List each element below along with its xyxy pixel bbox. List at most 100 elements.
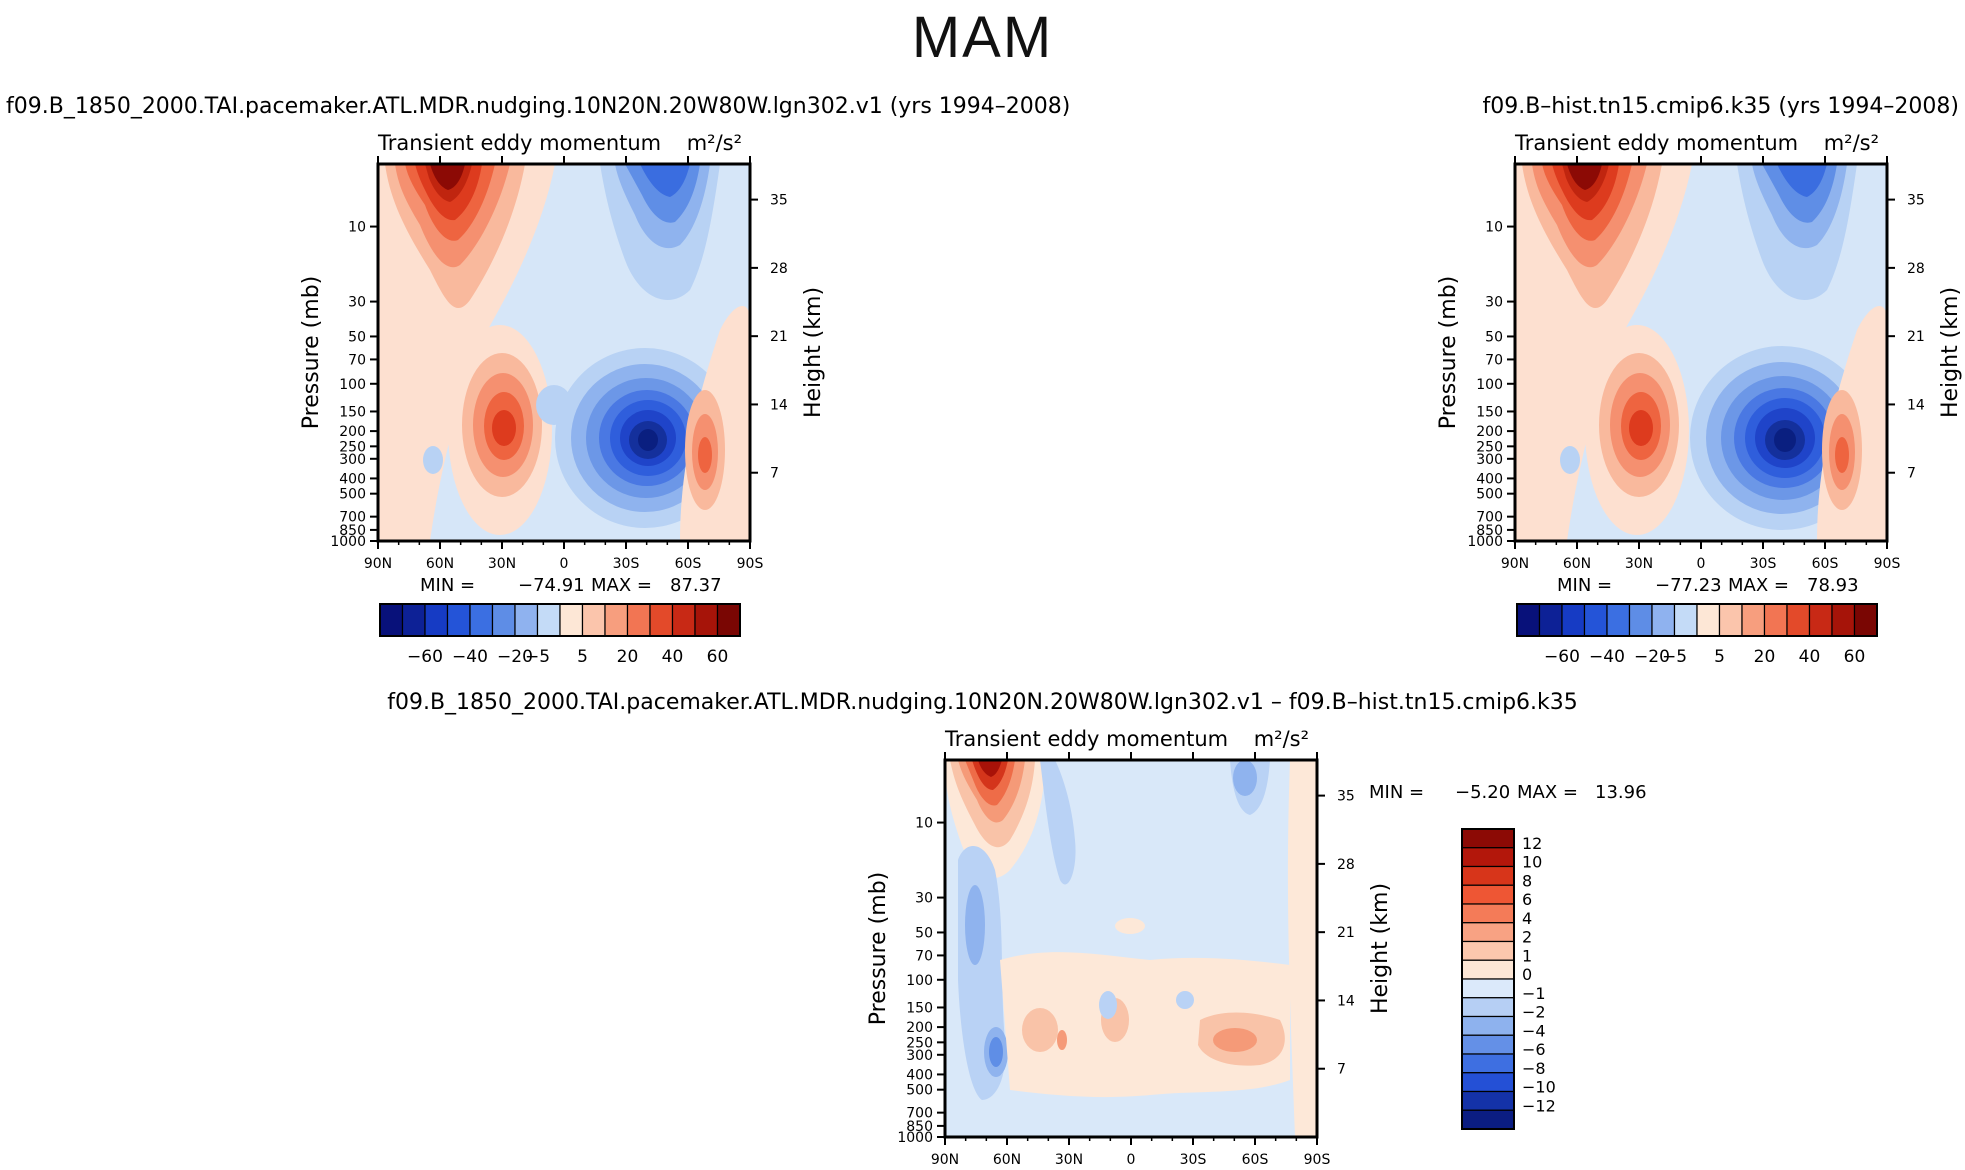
panel-diff-ptick-label: 1000 — [897, 1130, 933, 1146]
panel-a-xtick-label: 90N — [364, 556, 392, 572]
panel-diff-cbar-swatch — [1461, 1053, 1515, 1074]
panel-b-cbar-swatch — [1696, 603, 1721, 637]
panel-a-xtick-label: 60N — [426, 556, 454, 572]
panel-a-subtitle: Transient eddy momentum — [377, 131, 661, 155]
panel-a-xtick-label: 0 — [560, 556, 569, 572]
panel-b-cbar-label: −20 — [1634, 647, 1670, 667]
panel-diff-ptick-label: 70 — [915, 948, 933, 964]
panel-b-ptick-label: 400 — [1476, 471, 1503, 487]
panel-b-min-label: MIN = — [1557, 575, 1612, 596]
page-title: MAM — [911, 5, 1054, 70]
panel-diff-cbar-swatch — [1461, 884, 1515, 905]
panel-b-xtick-label: 30N — [1625, 556, 1653, 572]
panel-a-cbar-swatch — [694, 603, 719, 637]
panel-b-ptick-label: 70 — [1485, 352, 1503, 368]
panel-b-y2label: Height (km) — [1938, 287, 1963, 418]
panel-b-cbar-frame — [1516, 603, 1878, 637]
panel-diff-ptick-label: 500 — [906, 1083, 933, 1099]
panel-diff-cbar-label: 4 — [1522, 909, 1532, 928]
panel-diff-htick-label: 14 — [1337, 993, 1355, 1009]
panel-diff-cbar-swatch — [1461, 1072, 1515, 1093]
panel-diff-cbar-label: −2 — [1522, 1003, 1546, 1022]
panel-a-cbar-swatch — [671, 603, 696, 637]
panel-b-cbar-swatch — [1808, 603, 1833, 637]
panel-a-cbar-swatch — [536, 603, 561, 637]
panel-diff-cbar-swatch — [1461, 828, 1515, 849]
panel-diff-cbar-label: −10 — [1522, 1078, 1556, 1097]
panel-diff-min-value: −5.20 — [1455, 782, 1510, 803]
panel-diff-cbar-swatch — [1461, 865, 1515, 886]
panel-diff-htick-label: 7 — [1337, 1062, 1346, 1078]
panel-diff-units: m²/s² — [1254, 727, 1309, 751]
panel-b-xtick-label: 90S — [1874, 556, 1901, 572]
panel-b-ptick-label: 850 — [1476, 523, 1503, 539]
panel-b-ylabel: Pressure (mb) — [1436, 276, 1461, 430]
panel-b-max-value: 78.93 — [1807, 575, 1859, 596]
panel-a-cbar-swatch — [581, 603, 606, 637]
panel-diff-ptick-label: 10 — [915, 816, 933, 832]
panel-a-ptick-label: 200 — [339, 424, 366, 440]
panel-diff-cbar-swatch — [1461, 1090, 1515, 1111]
panel-a-xtick-label: 30N — [488, 556, 516, 572]
panel-diff-y2label: Height (km) — [1368, 883, 1393, 1014]
panel-b-contours — [1515, 164, 1887, 541]
panel-a-htick-label: 21 — [770, 329, 788, 345]
panel-diff-ptick-label: 30 — [915, 891, 933, 907]
panel-a-contours — [378, 164, 750, 541]
panel-a-max-label: MAX = — [591, 575, 652, 596]
panel-b-ptick-label: 10 — [1485, 220, 1503, 236]
panel-diff-cbar-label: 1 — [1522, 946, 1532, 965]
panel-diff-cbar-swatch — [1461, 1109, 1515, 1130]
panel-a-cbar-swatch — [469, 603, 494, 637]
panel-b-xtick-label: 60S — [1812, 556, 1839, 572]
panel-a-cbar-frame — [379, 603, 741, 637]
panel-diff-ptick-label: 100 — [906, 973, 933, 989]
panel-a-cbar-swatch — [559, 603, 584, 637]
panel-b-subtitle: Transient eddy momentum — [1514, 131, 1798, 155]
panel-a-cbar-label: −5 — [525, 647, 550, 667]
panel-diff-cbar-label: −6 — [1522, 1040, 1546, 1059]
panel-a-ptick-label: 700 — [339, 510, 366, 526]
panel-b-title: f09.B–hist.tn15.cmip6.k35 (yrs 1994–2008… — [1482, 94, 1959, 119]
panel-a-cbar-swatch — [716, 603, 741, 637]
panel-b-ptick-label: 300 — [1476, 452, 1503, 468]
panel-b-max-label: MAX = — [1728, 575, 1789, 596]
panel-a-min-value: −74.91 — [518, 575, 585, 596]
panel-a-ptick-label: 10 — [348, 220, 366, 236]
difference-chart: 90N 60N 30N 0 30S 60S 90S103050701001502002503… — [866, 727, 1647, 1168]
panel-diff-cbar-swatch — [1461, 940, 1515, 961]
panel-a-max-value: 87.37 — [670, 575, 722, 596]
panel-diff-cbar-swatch — [1461, 903, 1515, 924]
panel-b-xtick-label: 0 — [1697, 556, 1706, 572]
panel-diff-ylabel: Pressure (mb) — [866, 872, 891, 1026]
panel-b-xtick-label: 30S — [1750, 556, 1777, 572]
panel-a-cbar-swatch — [401, 603, 426, 637]
panel-b-htick-label: 14 — [1907, 397, 1925, 413]
panel-a-axes: 90N 60N 30N 0 30S 60S 90S103050701001502002503… — [299, 131, 826, 596]
panel-diff-ptick-label: 700 — [906, 1106, 933, 1122]
panel-b-cbar-swatch — [1628, 603, 1653, 637]
panel-b-cbar-swatch — [1786, 603, 1811, 637]
panel-a-y2label: Height (km) — [801, 287, 826, 418]
panel-diff-htick-label: 35 — [1337, 789, 1355, 805]
panel-b-ptick-label: 700 — [1476, 510, 1503, 526]
panel-a-ylabel: Pressure (mb) — [299, 276, 324, 430]
panel-diff-cbar-swatch — [1461, 922, 1515, 943]
panel-b-cbar-swatch — [1561, 603, 1586, 637]
panel-diff-cbar-label: 6 — [1522, 890, 1532, 909]
panel-b-htick-label: 21 — [1907, 329, 1925, 345]
panel-diff-min-label: MIN = — [1369, 782, 1424, 803]
panel-a-xtick-label: 30S — [613, 556, 640, 572]
panel-b-cbar-swatch — [1583, 603, 1608, 637]
panel-b-ptick-label: 30 — [1485, 295, 1503, 311]
panel-a-cbar-label: −40 — [452, 647, 488, 667]
panel-a-cbar-label: 40 — [662, 647, 684, 667]
panel-b-ptick-label: 500 — [1476, 487, 1503, 503]
panel-b-cbar-swatch — [1606, 603, 1631, 637]
panel-diff-xtick-label: 0 — [1127, 1152, 1136, 1168]
panel-diff-cbar-label: 2 — [1522, 928, 1532, 947]
panel-b-htick-label: 35 — [1907, 193, 1925, 209]
panel-b-cbar-label: −5 — [1662, 647, 1687, 667]
